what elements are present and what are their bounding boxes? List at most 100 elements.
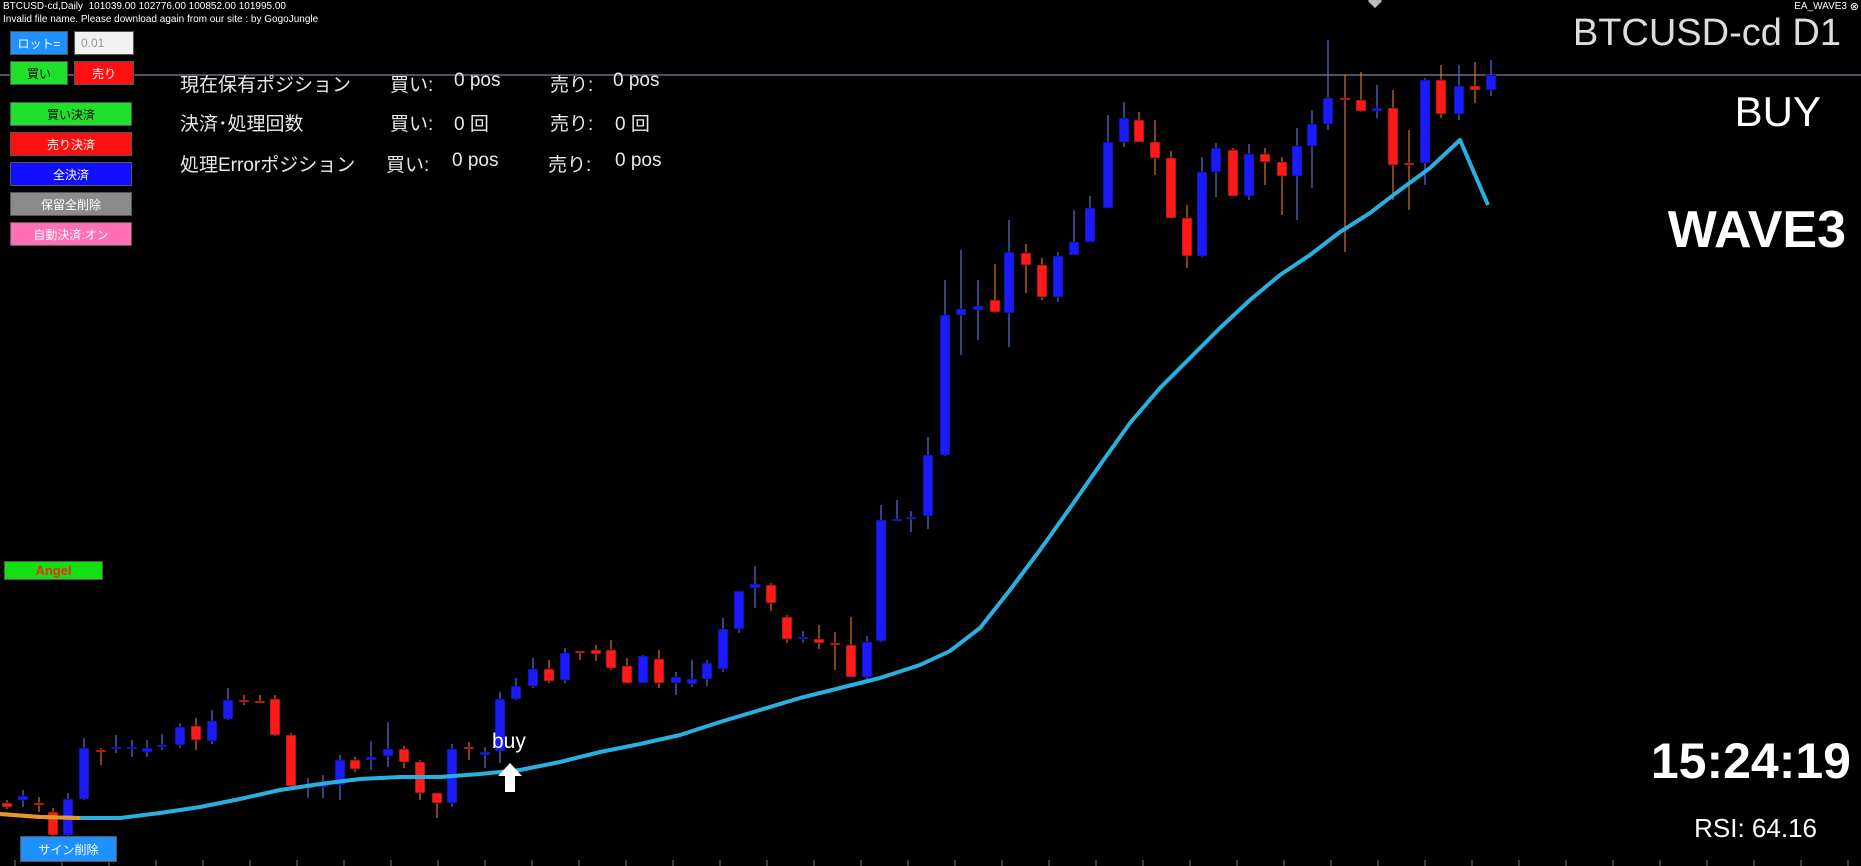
error-sell-value: 0 pos: [615, 150, 662, 171]
delete-signs-button[interactable]: サイン削除: [20, 836, 117, 862]
candle-body: [334, 759, 346, 786]
candle-body: [1181, 217, 1193, 257]
candle-body: [382, 748, 394, 757]
candle-body: [749, 583, 761, 589]
wave-label: WAVE3: [1667, 201, 1846, 259]
sell-button[interactable]: 売り: [74, 61, 134, 85]
delete-pending-orders-button[interactable]: 保留全削除: [10, 192, 132, 216]
candle-body: [765, 584, 777, 604]
candle-body: [1339, 97, 1351, 101]
candle-body: [365, 756, 377, 761]
moving-average-early-segment: [0, 812, 81, 820]
candle-body: [1419, 79, 1431, 164]
settlement-buy-value: 0 回: [454, 114, 489, 135]
candle-body: [1276, 161, 1288, 177]
candle-body: [479, 751, 491, 756]
candle-body: [254, 700, 266, 704]
candle-body: [1403, 162, 1415, 166]
candle-body: [1435, 79, 1447, 115]
candle-body: [813, 638, 825, 644]
candle-body: [875, 519, 887, 642]
signal-direction-label: BUY: [1734, 88, 1821, 135]
candle-body: [1387, 107, 1399, 166]
candle-body: [939, 314, 951, 456]
candle-body: [559, 652, 571, 681]
candle-body: [285, 734, 297, 787]
candle-body: [605, 649, 617, 669]
candle-body: [1, 802, 13, 808]
candle-body: [190, 725, 202, 741]
error-sell-label: 売り:: [548, 155, 592, 176]
lot-label-button[interactable]: ロット=: [10, 31, 68, 55]
candle-body: [543, 668, 555, 682]
candle-body: [891, 518, 903, 522]
candle-body: [701, 662, 713, 680]
candle-body: [1227, 149, 1239, 197]
candle-body: [527, 668, 539, 687]
candle-body: [989, 299, 1001, 313]
candle-body: [33, 802, 45, 806]
candle-body: [1291, 145, 1303, 177]
settlement-sell-label: 売り:: [550, 114, 594, 135]
current-sell-label: 売り:: [550, 75, 594, 96]
lot-size-input[interactable]: 0.01: [74, 31, 134, 55]
candle-body: [95, 749, 107, 753]
candle-body: [1259, 153, 1271, 163]
candle-body: [1133, 119, 1145, 143]
candle-body: [1165, 157, 1177, 219]
candle-body: [1149, 141, 1161, 159]
symbol-timeframe-label: BTCUSD-cd D1: [1572, 12, 1841, 54]
candle-body: [110, 746, 122, 750]
candle-body: [717, 628, 729, 670]
error-buy-value: 0 pos: [452, 150, 499, 171]
candle-body: [398, 748, 410, 763]
candle-body: [1469, 85, 1481, 91]
chart-info-line: BTCUSD-cd,Daily 101039.00 102776.00 1008…: [3, 1, 286, 12]
candle-body: [670, 676, 682, 684]
candle-body: [733, 590, 745, 630]
candle-body: [78, 747, 90, 800]
candle-body: [1306, 123, 1318, 147]
candle-body: [590, 649, 602, 655]
candle-body: [1453, 85, 1465, 115]
buy-arrow-icon: [498, 763, 522, 792]
candle-body: [972, 305, 984, 311]
close-all-positions-button[interactable]: 全決済: [10, 162, 132, 186]
candle-body: [905, 516, 917, 520]
moving-average-line: [0, 138, 1490, 820]
candle-body: [463, 746, 475, 750]
angel-badge[interactable]: Angel: [4, 561, 103, 580]
ea-close-icon[interactable]: ⊗: [1849, 1, 1859, 13]
candle-body: [349, 759, 361, 770]
candle-body: [1036, 264, 1048, 298]
auto-close-toggle[interactable]: 自動決済:オン: [10, 222, 132, 246]
buy-button[interactable]: 買い: [10, 61, 68, 85]
candle-body: [1196, 171, 1208, 257]
candle-body: [47, 811, 59, 836]
close-buy-positions-button[interactable]: 買い決済: [10, 102, 132, 126]
candle-body: [1485, 74, 1497, 91]
candle-body: [494, 698, 506, 752]
current-positions-label: 現在保有ポジション: [180, 75, 352, 96]
rsi-display: RSI: 64.16: [1694, 813, 1817, 844]
candle-body: [1243, 153, 1255, 197]
current-buy-value: 0 pos: [454, 70, 501, 91]
candle-body: [269, 698, 281, 736]
candle-body: [510, 685, 522, 700]
candle-body: [222, 699, 234, 720]
candle-body: [797, 636, 809, 640]
clock-display: 15:24:19: [1650, 733, 1851, 789]
candle-body: [686, 678, 698, 685]
candle-body: [1118, 117, 1130, 143]
candle-body: [1020, 252, 1032, 266]
candle-body: [861, 641, 873, 678]
settlement-sell-value: 0 回: [615, 114, 650, 135]
candle-body: [174, 726, 186, 746]
candle-body: [1322, 97, 1334, 125]
close-sell-positions-button[interactable]: 売り決済: [10, 132, 132, 156]
current-buy-label: 買い:: [390, 75, 434, 96]
buy-signal-label: buy: [492, 730, 526, 753]
candle-body: [238, 699, 250, 703]
candle-body: [141, 747, 153, 753]
